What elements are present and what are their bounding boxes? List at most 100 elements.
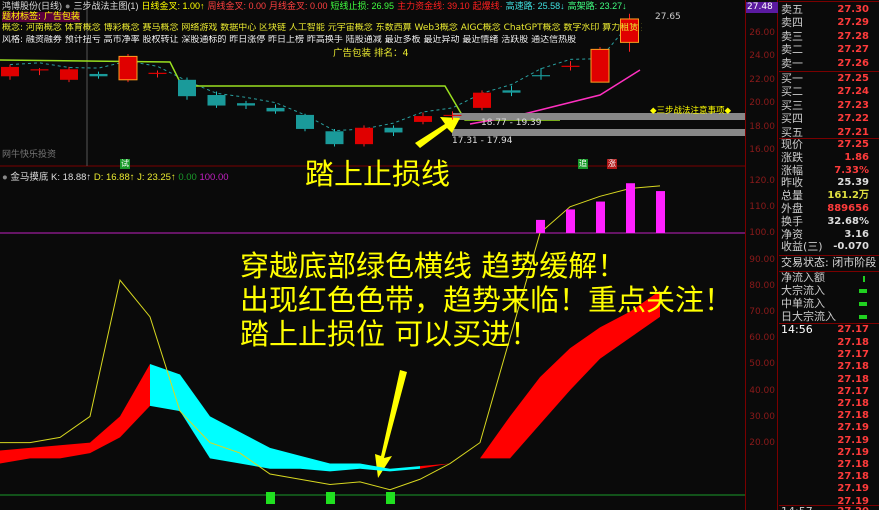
flow-label: 中单流入	[781, 297, 825, 310]
header-indicator-value: 日线金叉: 1.00↑	[141, 1, 205, 11]
divider	[779, 505, 879, 506]
ask-row: 卖一 27.26	[781, 56, 879, 70]
indicator-header: ● 金马摸底 K: 18.88↑ D: 16.88↑ J: 23.25↑ 0.0…	[2, 172, 229, 183]
row-label: 外盘	[781, 202, 803, 215]
candle	[178, 79, 196, 97]
tick-price: 27.18	[837, 373, 869, 385]
annotation-line1: 穿越底部绿色横线 趋势缓解！	[240, 249, 627, 283]
tick-row: 27.18	[781, 337, 879, 349]
row-value: 889656	[827, 203, 869, 214]
row-label: 换手	[781, 214, 803, 228]
j-bar	[626, 183, 635, 233]
j-bar	[536, 219, 545, 233]
row-label: 昨收	[781, 176, 803, 190]
row-label: 买一	[781, 72, 803, 85]
badge-chase: 追	[578, 159, 588, 169]
arrow-up	[415, 117, 460, 148]
row-value: -0.070	[833, 241, 869, 253]
candle	[296, 114, 314, 129]
row-value: 27.20	[837, 506, 869, 510]
row-label: 买四	[781, 112, 803, 126]
price-tick: 22.00	[749, 74, 775, 85]
tick-price: 27.18	[837, 459, 869, 470]
row-value: 27.26	[837, 57, 869, 69]
candle	[502, 90, 521, 93]
bid-row: 买四 27.22	[781, 113, 879, 125]
tick-row: 27.17	[781, 349, 879, 361]
high-price-label: 27.65	[655, 12, 681, 22]
kline-chart[interactable]	[0, 0, 745, 510]
candle	[384, 127, 403, 133]
candle	[148, 72, 167, 74]
row-value: 32.68%	[827, 215, 869, 227]
tick-row: 27.19	[781, 483, 879, 495]
divider	[779, 255, 879, 256]
ribbon-segment	[240, 432, 270, 469]
settings-icon[interactable]: ●	[2, 172, 8, 183]
bottom-signal-bar	[386, 492, 395, 504]
row-label: 卖二	[781, 43, 803, 57]
bottom-signal-bar	[266, 492, 275, 504]
candle	[325, 131, 344, 145]
annotation-line3: 踏上止损位 可以买进！	[240, 317, 540, 351]
badge-test: 试	[120, 159, 130, 169]
row-label: 卖三	[781, 29, 803, 43]
row-value: 27.22	[837, 113, 869, 125]
candle	[532, 75, 550, 77]
indicator-title[interactable]: 金马摸底	[10, 172, 49, 183]
tick-row: 27.19	[781, 435, 879, 447]
row-label: 现价	[781, 138, 803, 151]
tick-row: 27.17	[781, 386, 879, 398]
indicator-tick: 50.00	[749, 359, 775, 370]
tick-price: 27.18	[837, 410, 869, 422]
low-line-value: 0.00	[178, 172, 197, 183]
bid-row: 买二 27.24	[781, 86, 879, 98]
flow-bar	[859, 315, 867, 319]
row-value: 27.30	[837, 4, 869, 15]
current-price-tag: 27.48	[746, 2, 778, 13]
rank-label: 广告包装 排名：4	[333, 48, 409, 59]
indicator-tick: 20.00	[749, 438, 775, 448]
tick-row: 27.19	[781, 447, 879, 459]
band1-label: 18.77 - 19.39	[481, 118, 542, 128]
row-value: 27.28	[837, 30, 869, 42]
flow-label: 净流入额	[781, 271, 825, 284]
indicator-name[interactable]: 三步战法主图(1)	[73, 1, 139, 11]
d-value: D: 16.88↑	[93, 172, 135, 183]
candle	[207, 95, 226, 106]
tick-time-row: 14:56 27.17	[781, 324, 879, 336]
header-indicator-value: 周线金叉: 0.00	[207, 1, 266, 11]
candle	[590, 48, 610, 83]
row-label: 总量	[781, 189, 803, 203]
row-value: 1.86	[844, 151, 869, 163]
ask-row: 卖五 27.30	[781, 4, 879, 16]
price-tick: 16.00	[749, 145, 775, 155]
divider	[779, 271, 879, 272]
ribbon-segment	[0, 447, 30, 464]
row-label: 卖一	[781, 56, 803, 70]
candle	[1, 66, 19, 77]
quote-row: 涨幅7.33%最低	[781, 164, 879, 177]
header-indicator-value: 月线金叉: 0.00	[269, 1, 328, 11]
watermark: 网牛快乐投资	[2, 150, 57, 160]
ribbon-segment	[300, 455, 330, 472]
candle	[60, 69, 78, 80]
row-value: 27.24	[837, 86, 869, 98]
candle	[414, 116, 432, 122]
ma-line	[9, 23, 630, 132]
tick-row: 27.18	[781, 459, 879, 471]
row-value: 27.17	[837, 324, 869, 335]
row-label: 涨跌	[781, 150, 803, 164]
ribbon-segment	[180, 374, 210, 459]
tick-row: 27.18	[781, 398, 879, 410]
quote-row: 净资3.16流通	[781, 228, 879, 241]
band2-label: 17.31 - 17.94	[452, 136, 513, 146]
indicator-tick: 90.00	[749, 254, 775, 265]
row-value: 27.25	[837, 73, 869, 84]
indicator-tick: 70.00	[749, 307, 775, 317]
style-tags: 风格: 融资融券 预计扭亏 高市净率 股权转让 深股通标的 昨日涨停 昨日上榜 …	[2, 35, 577, 45]
settings-icon[interactable]: ●	[65, 1, 71, 11]
row-value: 27.29	[837, 17, 869, 29]
divider	[779, 71, 879, 72]
